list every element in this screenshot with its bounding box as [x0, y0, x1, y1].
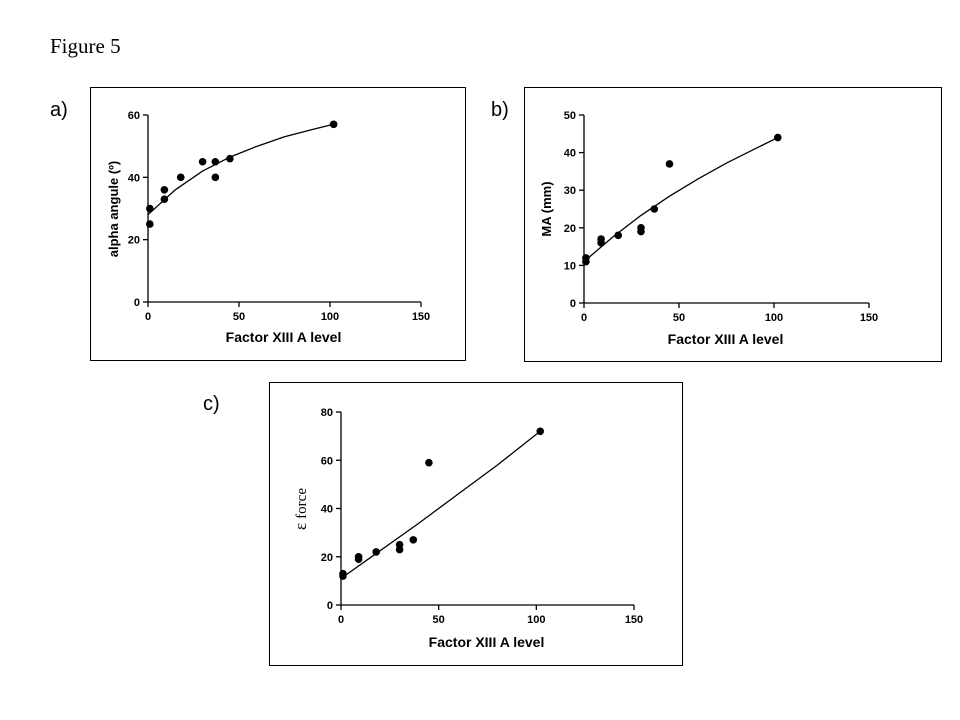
- chart-c-x-tick-label: 0: [338, 614, 344, 626]
- chart-b-x-tick-label: 100: [765, 312, 783, 324]
- chart-c-x-tick-label: 150: [625, 614, 643, 626]
- chart-c-data-point: [536, 427, 545, 436]
- chart-b-y-tick-label: 20: [564, 223, 576, 235]
- chart-c: 0 50 100 150 0 20 40 60 80 Factor XIII A level ε fo…: [291, 407, 643, 650]
- chart-a-data-point: [226, 154, 234, 163]
- chart-a-data-point: [160, 186, 169, 194]
- chart-b-data-point: [774, 133, 782, 142]
- chart-c-data-point: [409, 536, 418, 544]
- chart-b-x-axis-label: Factor XIII A level: [668, 331, 784, 347]
- panel-label-b: b): [491, 99, 509, 121]
- chart-a-fit-curve: [147, 123, 334, 216]
- chart-b-y-tick-label: 50: [564, 110, 576, 122]
- chart-c-y-axis-label: ε force: [291, 488, 310, 530]
- chart-c-data-point: [354, 552, 363, 561]
- chart-b-data-point: [665, 160, 674, 168]
- chart-c-y-tick-label: 60: [321, 455, 333, 467]
- chart-a-data-point: [146, 204, 154, 213]
- chart-a-y-tick-label: 20: [128, 235, 140, 247]
- chart-a-x-tick-label: 0: [145, 311, 151, 323]
- chart-c-y-tick-label: 40: [321, 504, 333, 516]
- chart-b-data-point: [650, 205, 659, 213]
- chart-c-data-point: [395, 540, 404, 549]
- chart-c-y-axis-label-text: force: [294, 488, 310, 519]
- chart-c-y-axis-label-greek: ε: [291, 523, 310, 530]
- chart-a-data-point: [198, 157, 207, 166]
- figure-title: Figure 5: [50, 34, 121, 58]
- chart-b-data-point: [637, 224, 645, 232]
- chart-a-data-point: [160, 195, 169, 203]
- chart-a-x-axis-label: Factor XIII A level: [226, 329, 342, 345]
- chart-b-x-tick-label: 50: [673, 312, 685, 324]
- chart-a-x-tick-label: 150: [412, 311, 430, 323]
- chart-c-x-tick-label: 50: [433, 614, 445, 626]
- panel-label-a: a): [50, 99, 68, 121]
- chart-c-data-point: [339, 569, 347, 578]
- chart-b-y-axis-label: MA (mm): [539, 181, 554, 236]
- chart-a-y-tick-label: 40: [128, 172, 140, 184]
- chart-b-data-point: [582, 254, 590, 262]
- chart-c-x-axis-label: Factor XIII A level: [429, 634, 545, 650]
- chart-a-data-point: [211, 157, 220, 166]
- chart-a-data-point: [211, 173, 220, 182]
- chart-c-data-point: [425, 458, 433, 467]
- chart-b-x-tick-label: 150: [860, 312, 878, 324]
- chart-a: 0 50 100 150 0 20 40 60 Factor XIII A level alpha…: [106, 110, 430, 345]
- chart-c-fit-curve: [340, 430, 541, 580]
- chart-a-y-tick-label: 60: [128, 110, 140, 122]
- chart-b-y-tick-label: 40: [564, 148, 576, 160]
- chart-b-data-point: [614, 231, 622, 240]
- chart-a-data-point: [176, 173, 185, 182]
- panel-a-frame: [90, 87, 466, 361]
- chart-b-y-tick-label: 0: [570, 298, 576, 310]
- chart-a-y-axis-label: alpha angule (º): [106, 161, 121, 257]
- chart-c-x-tick-label: 100: [527, 614, 545, 626]
- panel-label-c: c): [203, 393, 220, 415]
- chart-a-x-tick-label: 100: [321, 311, 339, 323]
- panel-b-frame: [524, 87, 942, 362]
- chart-c-y-tick-label: 0: [327, 600, 333, 612]
- chart-b-y-tick-label: 30: [564, 185, 576, 197]
- chart-c-y-tick-label: 80: [321, 407, 333, 419]
- chart-c-data-point: [372, 548, 380, 556]
- chart-b: 0 50 100 150 0 10 20 30 40 50 Factor XIII A level M…: [539, 110, 878, 347]
- chart-c-y-tick-label: 20: [321, 552, 333, 564]
- chart-b-y-tick-label: 10: [564, 260, 576, 272]
- panel-c-frame: [269, 382, 683, 666]
- chart-b-x-tick-label: 0: [581, 312, 587, 324]
- chart-a-data-point: [146, 220, 154, 228]
- chart-b-fit-curve: [583, 137, 779, 263]
- chart-a-data-point: [329, 120, 338, 129]
- chart-a-y-tick-label: 0: [134, 297, 140, 309]
- chart-b-data-point: [597, 235, 605, 243]
- chart-a-x-tick-label: 50: [233, 311, 245, 323]
